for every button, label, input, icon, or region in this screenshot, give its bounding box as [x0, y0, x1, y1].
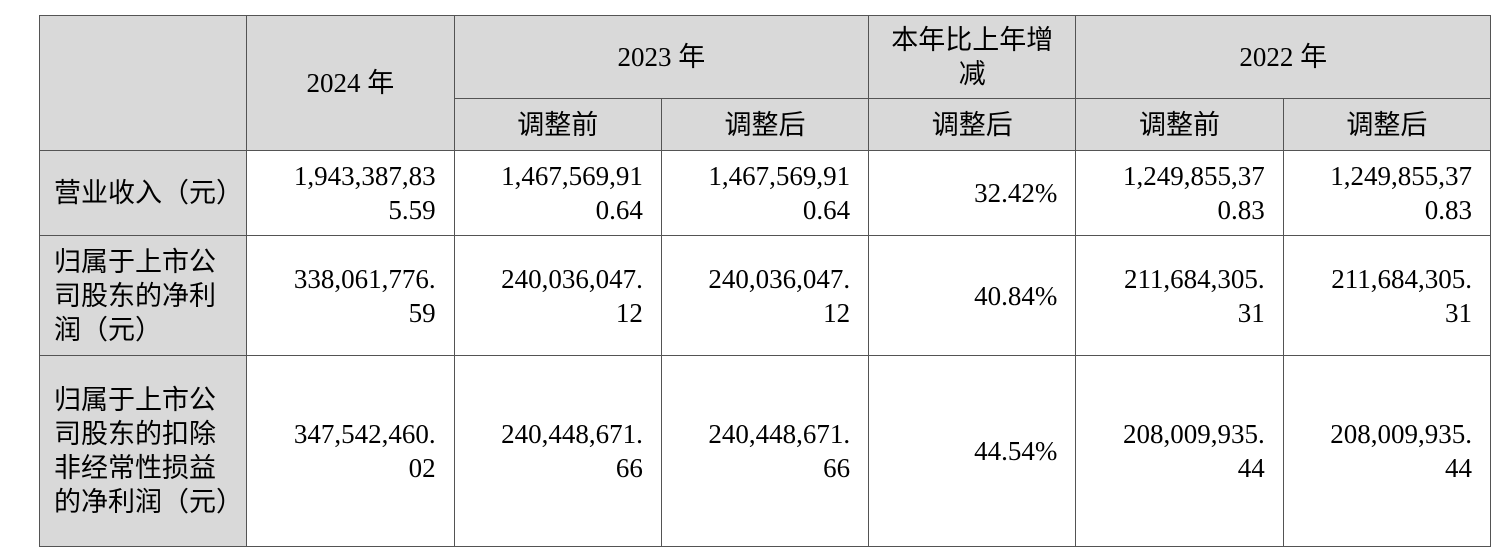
cell-revenue-2023-after: 1,467,569,910.64: [660, 150, 870, 236]
financial-summary-table: 2024 年 2023 年 本年比上年增减 2022 年 调整前 调整后 调整后…: [38, 15, 1492, 547]
cell-deducted-net-profit-2023-before: 240,448,671.66: [453, 355, 662, 547]
cell-net-profit-change: 40.84%: [868, 235, 1077, 356]
cell-deducted-net-profit-change: 44.54%: [868, 355, 1077, 547]
cell-revenue-change: 32.42%: [868, 150, 1077, 236]
subheader-2023-after-adjust: 调整后: [660, 98, 870, 151]
header-year-2022: 2022 年: [1075, 15, 1491, 99]
cell-revenue-2024: 1,943,387,835.59: [246, 150, 455, 236]
row-label-net-profit: 归属于上市公司股东的净利润（元）: [38, 235, 248, 356]
header-row-adjustments: 调整前 调整后 调整后 调整前 调整后: [40, 98, 1492, 151]
subheader-2022-after-adjust: 调整后: [1282, 98, 1492, 151]
table-row-revenue: 营业收入（元） 1,943,387,835.59 1,467,569,910.6…: [38, 150, 1492, 236]
header-yoy-change: 本年比上年增减: [868, 15, 1077, 99]
cell-net-profit-2022-after: 211,684,305.31: [1282, 235, 1492, 356]
row-label-deducted-net-profit: 归属于上市公司股东的扣除非经常性损益的净利润（元）: [38, 355, 248, 547]
cell-deducted-net-profit-2022-before: 208,009,935.44: [1075, 355, 1284, 547]
subheader-2023-before-adjust: 调整前: [453, 98, 662, 151]
subheader-change-after-adjust: 调整后: [868, 98, 1077, 151]
cell-deducted-net-profit-2022-after: 208,009,935.44: [1282, 355, 1492, 547]
cell-net-profit-2024: 338,061,776.59: [246, 235, 455, 356]
cell-revenue-2022-after: 1,249,855,370.83: [1282, 150, 1492, 236]
cell-deducted-net-profit-2023-after: 240,448,671.66: [660, 355, 870, 547]
cell-net-profit-2023-before: 240,036,047.12: [453, 235, 662, 356]
cell-revenue-2023-before: 1,467,569,910.64: [453, 150, 662, 236]
cell-net-profit-2022-before: 211,684,305.31: [1075, 235, 1284, 356]
subheader-2022-before-adjust: 调整前: [1075, 98, 1284, 151]
table-row-deducted-net-profit: 归属于上市公司股东的扣除非经常性损益的净利润（元） 347,542,460.02…: [38, 355, 1492, 547]
header-year-2024: 2024 年: [246, 15, 455, 151]
header-corner-cell: [38, 15, 248, 151]
header-row-years: 2024 年 2023 年 本年比上年增减 2022 年: [38, 15, 1491, 151]
table-row-net-profit: 归属于上市公司股东的净利润（元） 338,061,776.59 240,036,…: [38, 235, 1492, 356]
row-label-revenue: 营业收入（元）: [38, 150, 248, 236]
header-year-2023: 2023 年: [453, 15, 870, 99]
cell-revenue-2022-before: 1,249,855,370.83: [1075, 150, 1284, 236]
cell-deducted-net-profit-2024: 347,542,460.02: [246, 355, 455, 547]
cell-net-profit-2023-after: 240,036,047.12: [660, 235, 870, 356]
